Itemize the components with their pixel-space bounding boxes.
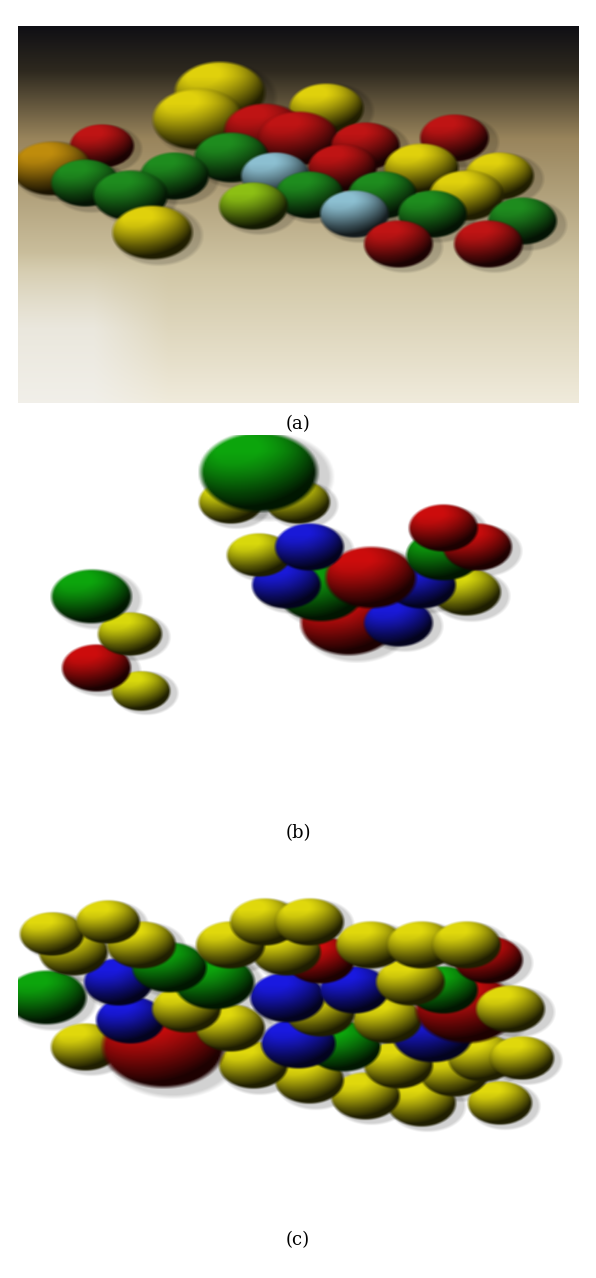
Text: (a): (a) bbox=[285, 415, 311, 433]
Text: (b): (b) bbox=[285, 824, 311, 842]
Text: (c): (c) bbox=[286, 1231, 310, 1249]
